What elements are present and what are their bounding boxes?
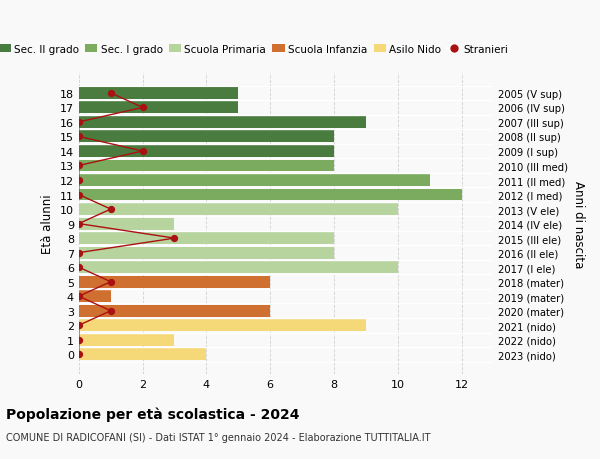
Point	[106, 279, 116, 286]
Point	[170, 235, 179, 242]
Bar	[79, 276, 270, 288]
Text: COMUNE DI RADICOFANI (SI) - Dati ISTAT 1° gennaio 2024 - Elaborazione TUTTITALIA: COMUNE DI RADICOFANI (SI) - Dati ISTAT 1…	[6, 432, 431, 442]
Bar	[79, 131, 334, 143]
Point	[74, 191, 83, 199]
Point	[74, 293, 83, 300]
Point	[74, 249, 83, 257]
Bar	[79, 305, 270, 317]
Bar	[79, 319, 366, 331]
Bar	[79, 204, 398, 216]
Bar	[79, 88, 238, 100]
Bar	[79, 218, 175, 230]
Point	[138, 105, 148, 112]
Bar	[79, 160, 334, 172]
Bar	[79, 146, 334, 157]
Point	[74, 220, 83, 228]
Bar	[79, 262, 398, 274]
Point	[74, 336, 83, 344]
Bar	[79, 102, 238, 114]
Point	[74, 351, 83, 358]
Bar	[79, 233, 334, 245]
Point	[74, 119, 83, 126]
Bar	[79, 334, 175, 346]
Legend: Sec. II grado, Sec. I grado, Scuola Primaria, Scuola Infanzia, Asilo Nido, Stran: Sec. II grado, Sec. I grado, Scuola Prim…	[0, 40, 512, 59]
Bar	[79, 247, 334, 259]
Point	[74, 134, 83, 141]
Bar	[79, 175, 430, 186]
Text: Popolazione per età scolastica - 2024: Popolazione per età scolastica - 2024	[6, 406, 299, 421]
Bar	[79, 117, 366, 129]
Point	[106, 206, 116, 213]
Point	[74, 264, 83, 271]
Point	[106, 90, 116, 97]
Y-axis label: Anni di nascita: Anni di nascita	[572, 180, 585, 268]
Y-axis label: Età alunni: Età alunni	[41, 194, 54, 254]
Point	[138, 148, 148, 155]
Point	[74, 162, 83, 170]
Point	[106, 308, 116, 315]
Bar	[79, 189, 461, 201]
Point	[74, 177, 83, 185]
Point	[74, 322, 83, 329]
Bar	[79, 348, 206, 360]
Bar	[79, 291, 111, 302]
